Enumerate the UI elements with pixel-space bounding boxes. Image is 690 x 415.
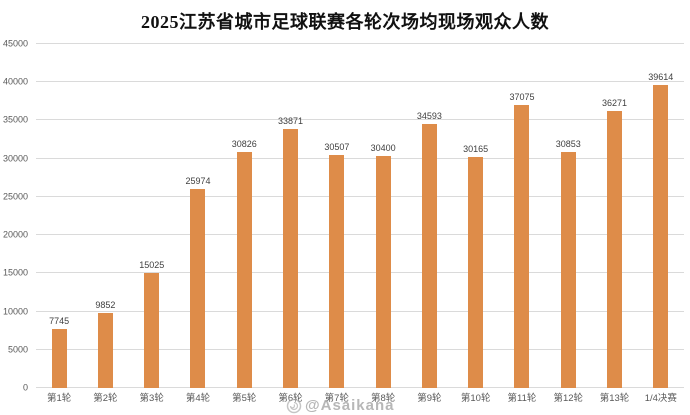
gridline <box>36 310 684 312</box>
x-tick-label: 第3轮 <box>139 393 164 404</box>
bar-value-label: 15025 <box>139 260 165 271</box>
y-tick-label: 25000 <box>2 191 28 202</box>
bar-value-label: 7745 <box>49 315 70 326</box>
gridline <box>36 387 684 388</box>
gridline <box>36 119 684 121</box>
y-tick-label: 30000 <box>2 153 28 164</box>
y-tick-label: 35000 <box>2 114 28 125</box>
bar <box>560 152 576 388</box>
bar <box>283 129 299 388</box>
bar-slot: 25974 第4轮 <box>175 44 221 403</box>
bar <box>97 312 113 388</box>
gridline <box>36 43 684 44</box>
bar-slot: 33871 第6轮 <box>267 44 313 403</box>
bar-slot: 39614 1/4决赛 <box>638 44 684 403</box>
x-tick-label: 第4轮 <box>185 393 211 404</box>
bar-slot: 30853 第12轮 <box>545 44 591 403</box>
gridline <box>36 272 684 274</box>
bar-value-label: 30507 <box>324 141 350 152</box>
bar-slot: 30400 第8轮 <box>360 44 406 403</box>
x-tick-label: 第2轮 <box>93 393 118 404</box>
chart-title: 2025江苏省城市足球联赛各轮次场均现场观众人数 <box>141 12 549 32</box>
x-tick-label: 第7轮 <box>324 393 349 404</box>
y-tick-label: 45000 <box>2 38 28 49</box>
bar <box>144 273 160 388</box>
bar-value-label: 34593 <box>416 110 442 121</box>
bar-slot: 30826 第5轮 <box>221 44 267 403</box>
bar <box>468 157 484 388</box>
plot-area: 7745 第1轮 9852 第2轮 15025 第3轮 25974 第4轮 30826 第5轮 33… <box>36 43 684 403</box>
bar-slot: 36271 第13轮 <box>591 44 637 403</box>
bar <box>607 110 623 388</box>
bar-value-label: 30400 <box>370 142 396 153</box>
bar-slot: 30507 第7轮 <box>314 44 360 403</box>
y-tick-label: 10000 <box>2 306 28 317</box>
bar <box>514 104 530 388</box>
x-tick-label: 第9轮 <box>417 393 442 404</box>
y-tick-label: 15000 <box>2 267 28 278</box>
bar-slot: 15025 第3轮 <box>129 44 175 403</box>
x-tick-label: 第5轮 <box>232 393 257 404</box>
bar <box>421 123 437 388</box>
bar-slot: 30165 第10轮 <box>453 44 499 403</box>
x-tick-label: 第11轮 <box>507 393 537 404</box>
gridline <box>36 157 684 159</box>
bar-slot: 7745 第1轮 <box>36 44 82 403</box>
bar <box>236 152 252 388</box>
gridline <box>36 234 684 236</box>
x-tick-label: 第6轮 <box>278 393 303 404</box>
x-tick-label: 第1轮 <box>46 393 72 404</box>
gridline <box>36 81 684 83</box>
y-axis: 0 5000 10000 15000 20000 25000 30000 35000 40000… <box>0 39 32 392</box>
y-tick-label: 5000 <box>7 344 28 355</box>
bar <box>51 328 67 388</box>
bar-value-label: 37075 <box>509 91 535 102</box>
bar-value-label: 30165 <box>463 144 489 155</box>
bar <box>375 155 391 388</box>
bar-value-label: 39614 <box>648 72 674 83</box>
bar <box>653 85 669 388</box>
bars-row: 7745 第1轮 9852 第2轮 15025 第3轮 25974 第4轮 30826 第5轮 33… <box>36 44 684 403</box>
x-tick-label: 第13轮 <box>599 393 630 404</box>
bar-value-label: 30853 <box>555 139 581 150</box>
x-tick-label: 第10轮 <box>460 393 491 404</box>
y-tick-label: 0 <box>22 382 28 393</box>
x-tick-label: 第8轮 <box>370 393 396 404</box>
gridline <box>36 348 684 350</box>
x-tick-label: 1/4决赛 <box>644 393 677 404</box>
y-tick-label: 40000 <box>2 76 28 87</box>
bar-value-label: 9852 <box>95 299 116 310</box>
bar <box>190 189 206 388</box>
y-tick-label: 20000 <box>2 229 28 240</box>
bar-value-label: 36271 <box>602 97 628 108</box>
bar-slot: 37075 第11轮 <box>499 44 545 403</box>
x-tick-label: 第12轮 <box>553 393 584 404</box>
bar-value-label: 33871 <box>278 116 304 127</box>
gridline <box>36 195 684 197</box>
bar-value-label: 30826 <box>231 139 257 150</box>
bar-slot: 9852 第2轮 <box>82 44 128 403</box>
bar <box>329 154 345 388</box>
bar-slot: 34593 第9轮 <box>406 44 452 403</box>
bar-value-label: 25974 <box>185 176 211 187</box>
